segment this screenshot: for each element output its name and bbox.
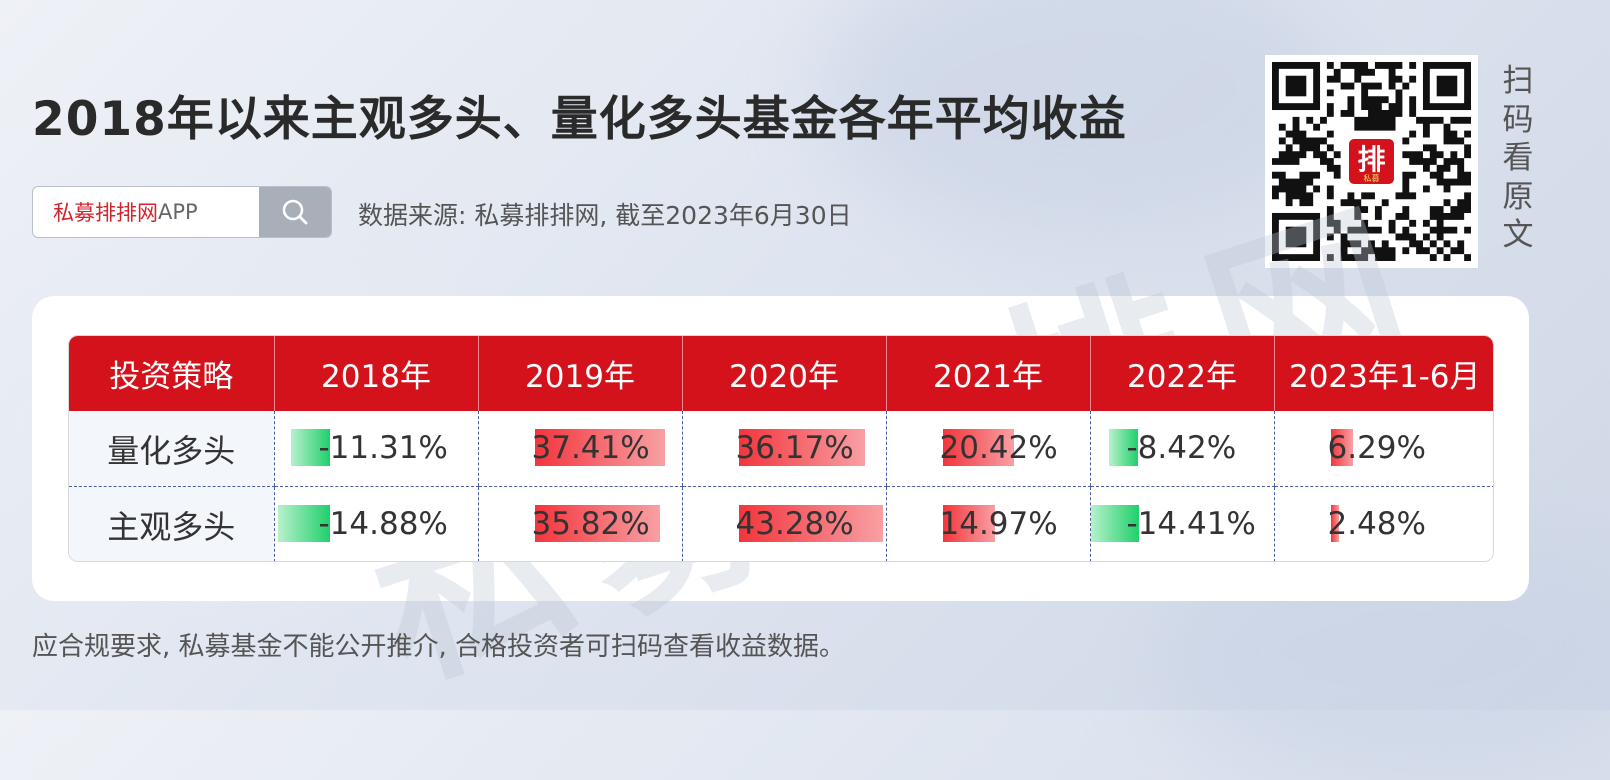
page-title: 2018年以来主观多头、量化多头基金各年平均收益 [32, 92, 1127, 147]
qr-finder [1285, 226, 1307, 248]
column-header: 2022年 [1089, 336, 1274, 411]
positive-bar [1330, 505, 1340, 542]
strategy-label: 主观多头 [69, 486, 274, 561]
positive-bar [942, 505, 995, 542]
column-header: 2018年 [273, 336, 478, 411]
strategy-label: 量化多头 [69, 411, 274, 487]
value-label: 36.17% [735, 430, 854, 466]
positive-bar [1330, 429, 1353, 466]
value-label: -8.42% [1126, 430, 1237, 466]
qr-logo-text: 排 [1357, 143, 1385, 176]
positive-bar [738, 505, 883, 542]
negative-bar [290, 429, 331, 466]
value-cell: -11.31% [273, 411, 478, 487]
value-label: -14.41% [1126, 506, 1256, 542]
search-suffix: APP [158, 200, 198, 224]
value-label: 2.48% [1327, 506, 1426, 542]
search-text[interactable]: 私募排排网 APP [33, 187, 259, 237]
qr-finder [1285, 75, 1307, 97]
negative-bar [1090, 505, 1139, 542]
value-cell: 20.42% [885, 411, 1090, 487]
value-label: 20.42% [939, 430, 1058, 466]
value-cell: 35.82% [477, 486, 682, 561]
value-label: 6.29% [1327, 430, 1426, 466]
value-cell: 37.41% [477, 411, 682, 487]
positive-bar [942, 429, 1014, 466]
data-source: 数据来源: 私募排排网, 截至2023年6月30日 [358, 201, 852, 230]
value-cell: -14.41% [1089, 486, 1274, 561]
positive-bar [534, 505, 660, 542]
column-header: 2020年 [681, 336, 886, 411]
column-header: 2023年1-6月 [1273, 336, 1493, 411]
negative-bar [1109, 429, 1139, 466]
value-cell: 2.48% [1273, 486, 1493, 561]
value-cell: 36.17% [681, 411, 886, 487]
search-button[interactable] [259, 187, 331, 237]
returns-table: 投资策略 2018年 2019年 2020年 2021年 2022年 2023年… [68, 335, 1494, 562]
qr-code[interactable]: 排私募 [1265, 55, 1478, 268]
column-header: 2021年 [885, 336, 1090, 411]
qr-logo-subtext: 私募 [1364, 173, 1380, 183]
value-cell: 43.28% [681, 486, 886, 561]
positive-bar [738, 429, 866, 466]
qr-modules [1272, 62, 1471, 261]
value-cell: -8.42% [1089, 411, 1274, 487]
value-label: 37.41% [531, 430, 650, 466]
qr-code-image: 排私募 [1272, 62, 1471, 261]
search-icon [282, 199, 308, 225]
table-header-row: 投资策略 2018年 2019年 2020年 2021年 2022年 2023年… [69, 336, 1493, 411]
value-label: -14.88% [318, 506, 448, 542]
search-brand: 私募排排网 [53, 201, 158, 225]
value-label: 35.82% [531, 506, 650, 542]
value-label: 14.97% [939, 506, 1058, 542]
value-cell: -14.88% [273, 486, 478, 561]
column-header: 2019年 [477, 336, 682, 411]
value-cell: 14.97% [885, 486, 1090, 561]
search-bar[interactable]: 私募排排网 APP [32, 186, 332, 238]
qr-finder [1436, 75, 1458, 97]
value-label: -11.31% [318, 430, 448, 466]
table-row: 量化多头 -11.31% 37.41% 36.17% 20.42% -8.42% 6.29% [69, 411, 1493, 487]
qr-label: 扫码看原文 [1502, 63, 1534, 253]
positive-bar [534, 429, 666, 466]
table-row: 主观多头 -14.88% 35.82% 43.28% 14.97% -14.41% 2.48… [69, 486, 1493, 561]
qr-logo [1349, 139, 1394, 184]
compliance-notice: 应合规要求, 私募基金不能公开推介, 合格投资者可扫码查看收益数据。 [32, 632, 846, 662]
value-label: 43.28% [735, 506, 854, 542]
background-glow [820, 0, 1340, 240]
column-header: 投资策略 [69, 336, 274, 411]
value-cell: 6.29% [1273, 411, 1493, 487]
negative-bar [278, 505, 331, 542]
